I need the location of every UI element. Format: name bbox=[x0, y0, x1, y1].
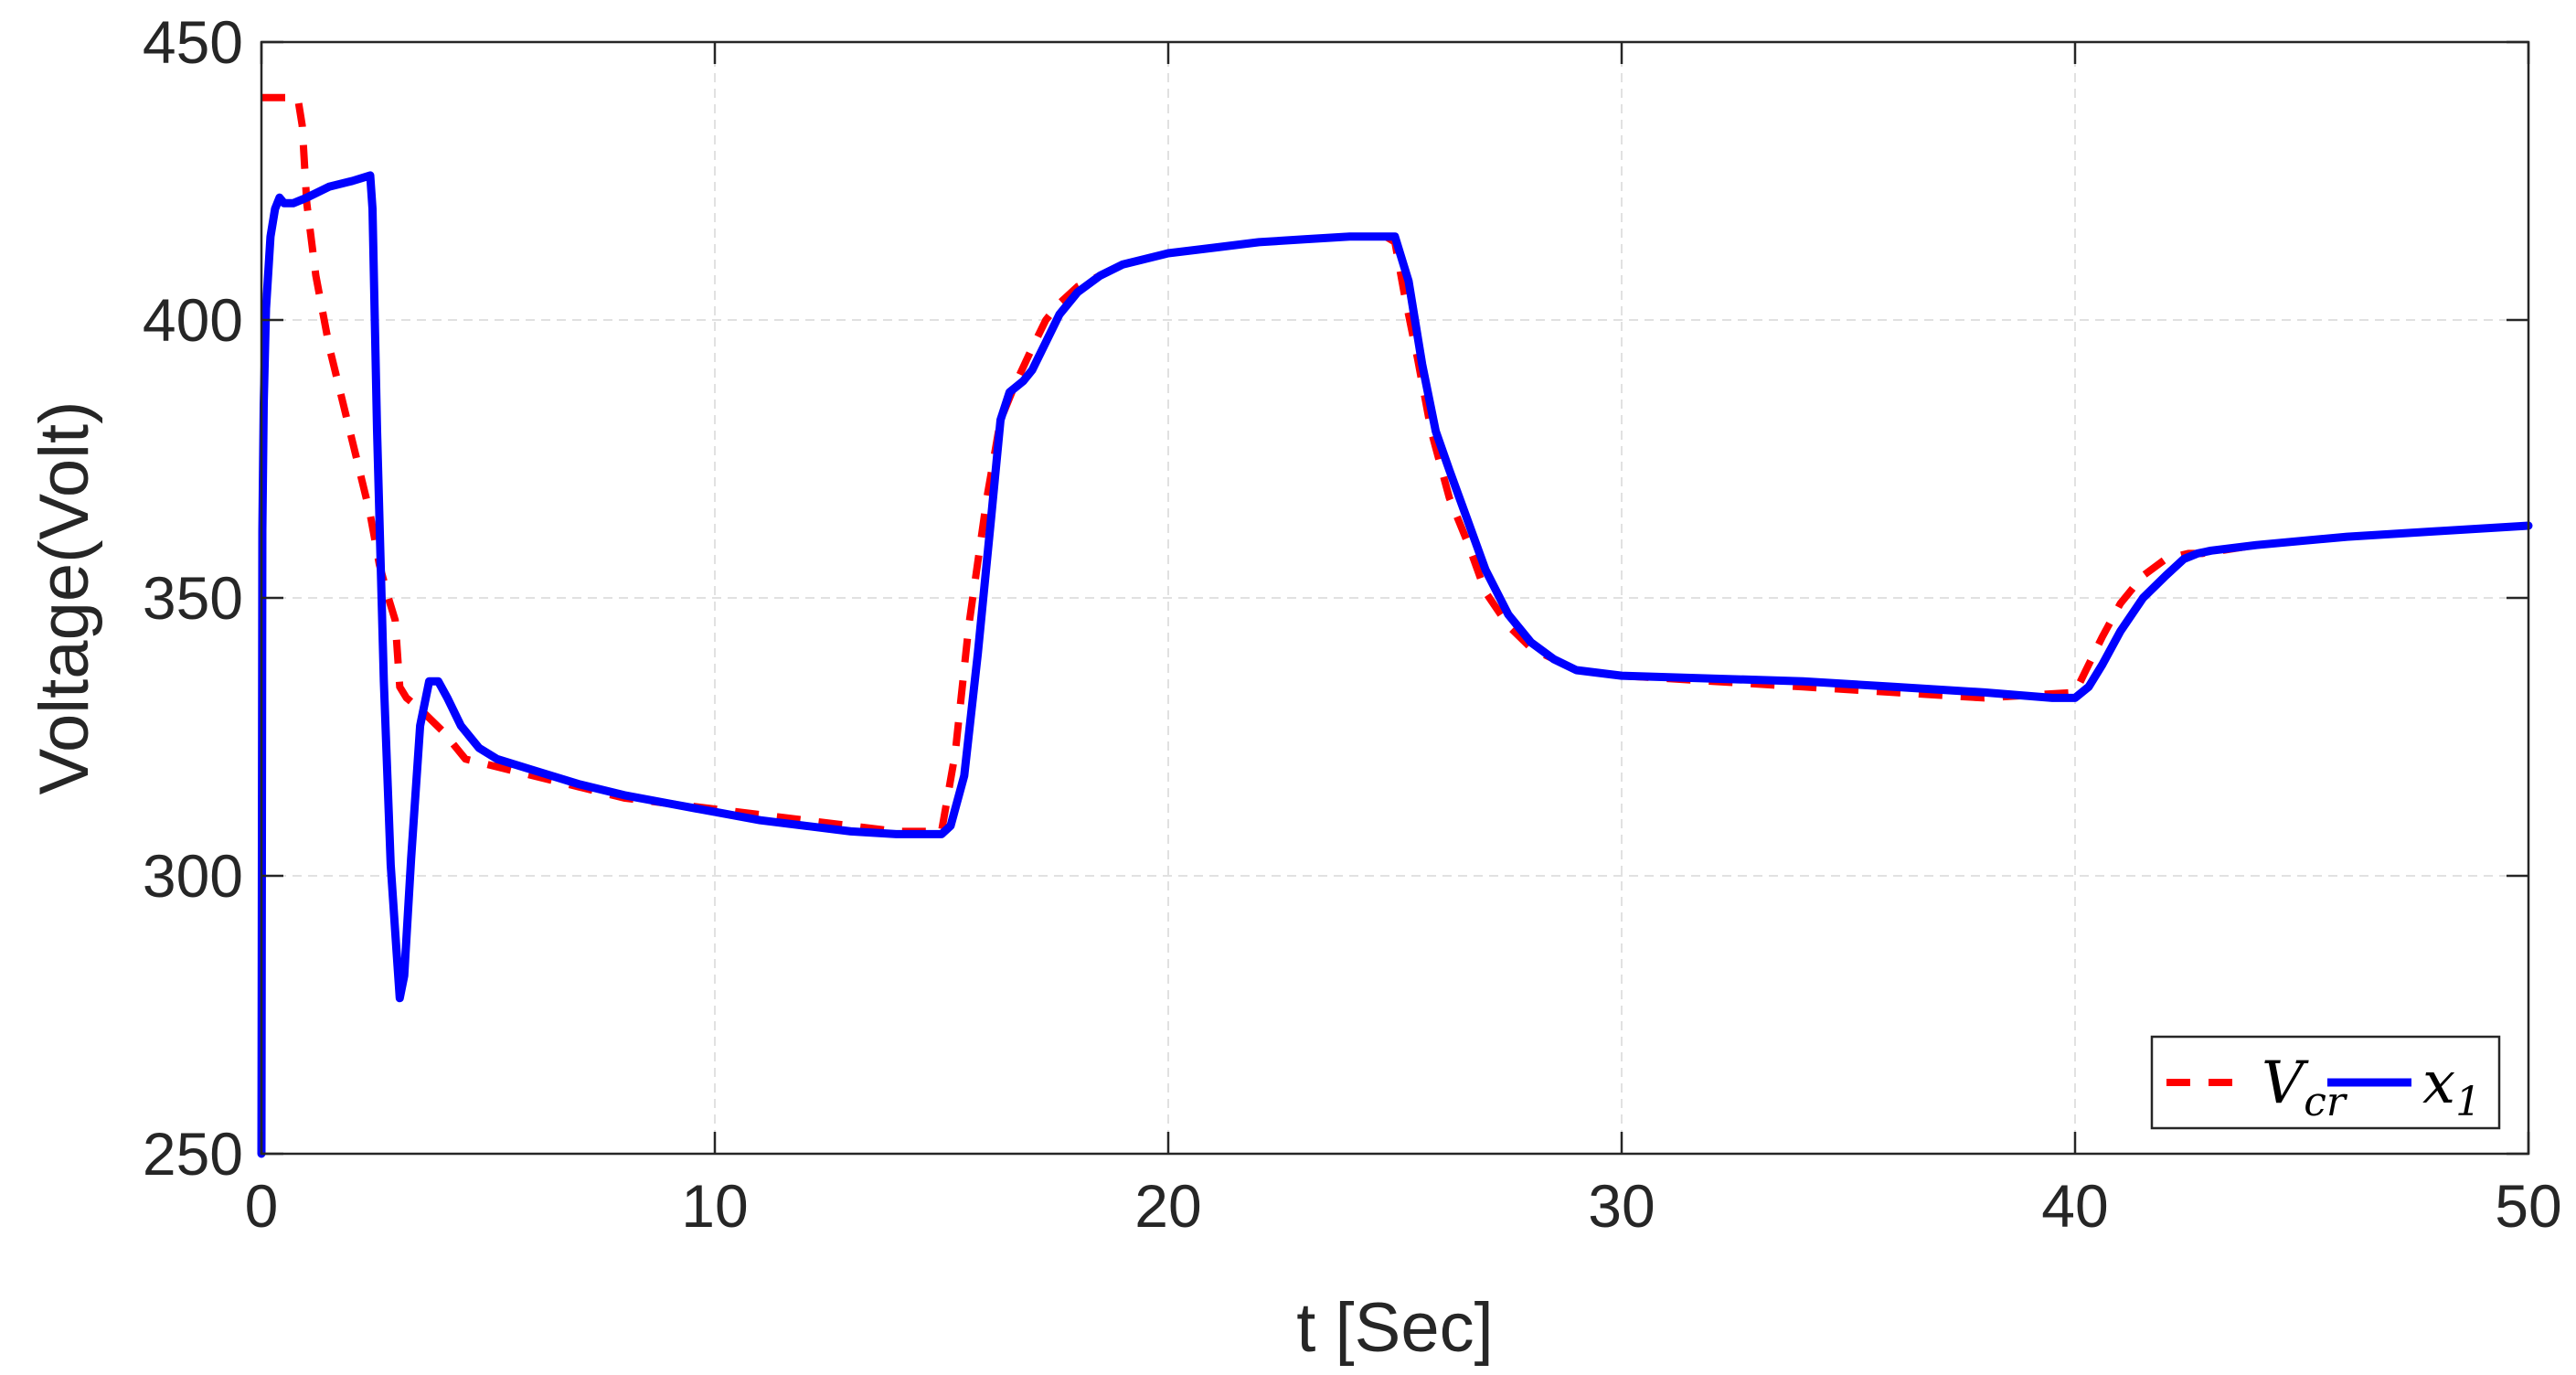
legend-label-x1: x1 bbox=[2422, 1050, 2481, 1125]
axis-ticks: 0 10 20 30 40 50 250 300 350 400 450 bbox=[143, 8, 2562, 1240]
x-tick-label: 30 bbox=[1588, 1172, 1655, 1240]
y-tick-label: 250 bbox=[143, 1120, 243, 1188]
grid bbox=[261, 42, 2528, 1154]
x-tick-label: 20 bbox=[1134, 1172, 1201, 1240]
y-tick-label: 450 bbox=[143, 8, 243, 76]
x-tick-label: 40 bbox=[2041, 1172, 2108, 1240]
legend-label-vcr: Vcr bbox=[2262, 1050, 2348, 1125]
y-tick-label: 350 bbox=[143, 564, 243, 632]
y-tick-label: 300 bbox=[143, 842, 243, 910]
series-line-vcr bbox=[261, 93, 2529, 836]
legend: Vcr x1 bbox=[2150, 1035, 2501, 1130]
x-axis-label: t [Sec] bbox=[1296, 1289, 1493, 1367]
x-tick-label: 0 bbox=[245, 1172, 279, 1240]
series-layer bbox=[257, 93, 2533, 1158]
x-tick-label: 10 bbox=[681, 1172, 748, 1240]
series-line-x1 bbox=[257, 171, 2533, 1158]
y-axis-label: Voltage(Volt) bbox=[26, 401, 103, 795]
y-tick-label: 400 bbox=[143, 286, 243, 354]
x-tick-label: 50 bbox=[2495, 1172, 2561, 1240]
